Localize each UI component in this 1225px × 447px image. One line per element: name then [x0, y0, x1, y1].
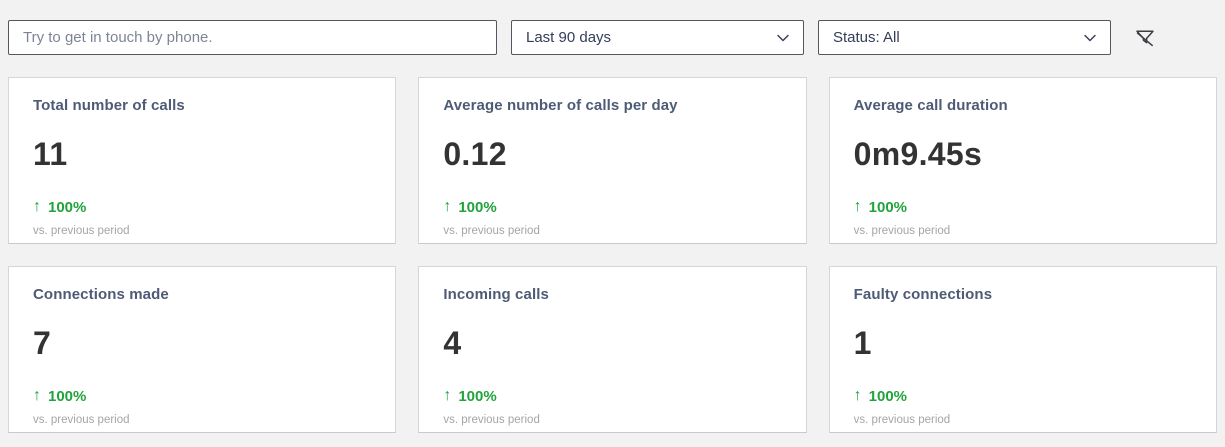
stat-card-delta-value: 100%: [48, 387, 87, 405]
stat-card-value: 0m9.45s: [853, 136, 983, 172]
stat-card-caption: vs. previous period: [443, 414, 540, 426]
stat-card-caption: vs. previous period: [33, 225, 130, 237]
arrow-up-icon: ↑: [853, 198, 862, 215]
filter-off-icon: [1133, 26, 1157, 50]
stat-card-title: Connections made: [33, 286, 169, 303]
stat-card-caption: vs. previous period: [853, 225, 951, 237]
stat-card-delta-value: 100%: [868, 387, 908, 405]
chevron-down-icon: [1082, 30, 1098, 46]
stat-card-title: Incoming calls: [443, 286, 549, 303]
stat-card-caption: vs. previous period: [33, 414, 130, 426]
stat-card-delta-value: 100%: [458, 198, 497, 216]
arrow-up-icon: ↑: [443, 387, 452, 404]
date-range-value: Last 90 days: [526, 29, 612, 46]
stat-card-avg-calls-per-day: Average number of calls per day 0.12 ↑ 1…: [418, 77, 807, 244]
stat-card-value: 7: [33, 325, 52, 361]
stat-card-total-calls: Total number of calls 11 ↑ 100% vs. prev…: [8, 77, 397, 244]
stat-card-delta: ↑ 100%: [443, 198, 781, 216]
stat-card-delta: ↑ 100%: [854, 198, 1192, 216]
stat-card-title: Average call duration: [853, 97, 1008, 114]
arrow-up-icon: ↑: [443, 198, 452, 215]
status-value: Status: All: [833, 29, 900, 46]
stat-card-caption: vs. previous period: [443, 225, 540, 237]
arrow-up-icon: ↑: [33, 198, 41, 215]
stat-card-delta: ↑ 100%: [33, 387, 371, 405]
stats-cards-grid: Total number of calls 11 ↑ 100% vs. prev…: [8, 77, 1217, 433]
stat-card-value: 11: [33, 136, 68, 172]
stat-card-delta: ↑ 100%: [443, 387, 781, 405]
stat-card-avg-call-duration: Average call duration 0m9.45s ↑ 100% vs.…: [828, 77, 1217, 244]
stat-card-delta-value: 100%: [868, 198, 908, 216]
stat-card-value: 4: [443, 325, 462, 361]
status-dropdown[interactable]: Status: All: [818, 20, 1111, 55]
stat-card-title: Total number of calls: [33, 97, 185, 114]
stat-card-delta: ↑ 100%: [33, 198, 371, 216]
stat-card-connections-made: Connections made 7 ↑ 100% vs. previous p…: [8, 266, 397, 433]
stat-card-caption: vs. previous period: [853, 414, 951, 426]
stat-card-value: 0.12: [443, 136, 507, 172]
stat-card-delta-value: 100%: [458, 387, 497, 405]
stat-card-value: 1: [853, 325, 872, 361]
stat-card-title: Average number of calls per day: [443, 97, 678, 114]
stat-card-title: Faulty connections: [853, 286, 993, 303]
arrow-up-icon: ↑: [853, 387, 862, 404]
chevron-down-icon: [775, 30, 791, 46]
stat-card-incoming-calls: Incoming calls 4 ↑ 100% vs. previous per…: [418, 266, 807, 433]
stat-card-delta: ↑ 100%: [854, 387, 1192, 405]
stat-card-faulty-connections: Faulty connections 1 ↑ 100% vs. previous…: [828, 266, 1217, 433]
filters-toolbar: Last 90 days Status: All: [0, 0, 1225, 55]
date-range-dropdown[interactable]: Last 90 days: [511, 20, 804, 55]
arrow-up-icon: ↑: [33, 387, 41, 404]
clear-filters-button[interactable]: [1130, 23, 1160, 53]
search-input[interactable]: [8, 20, 497, 55]
stat-card-delta-value: 100%: [48, 198, 87, 216]
